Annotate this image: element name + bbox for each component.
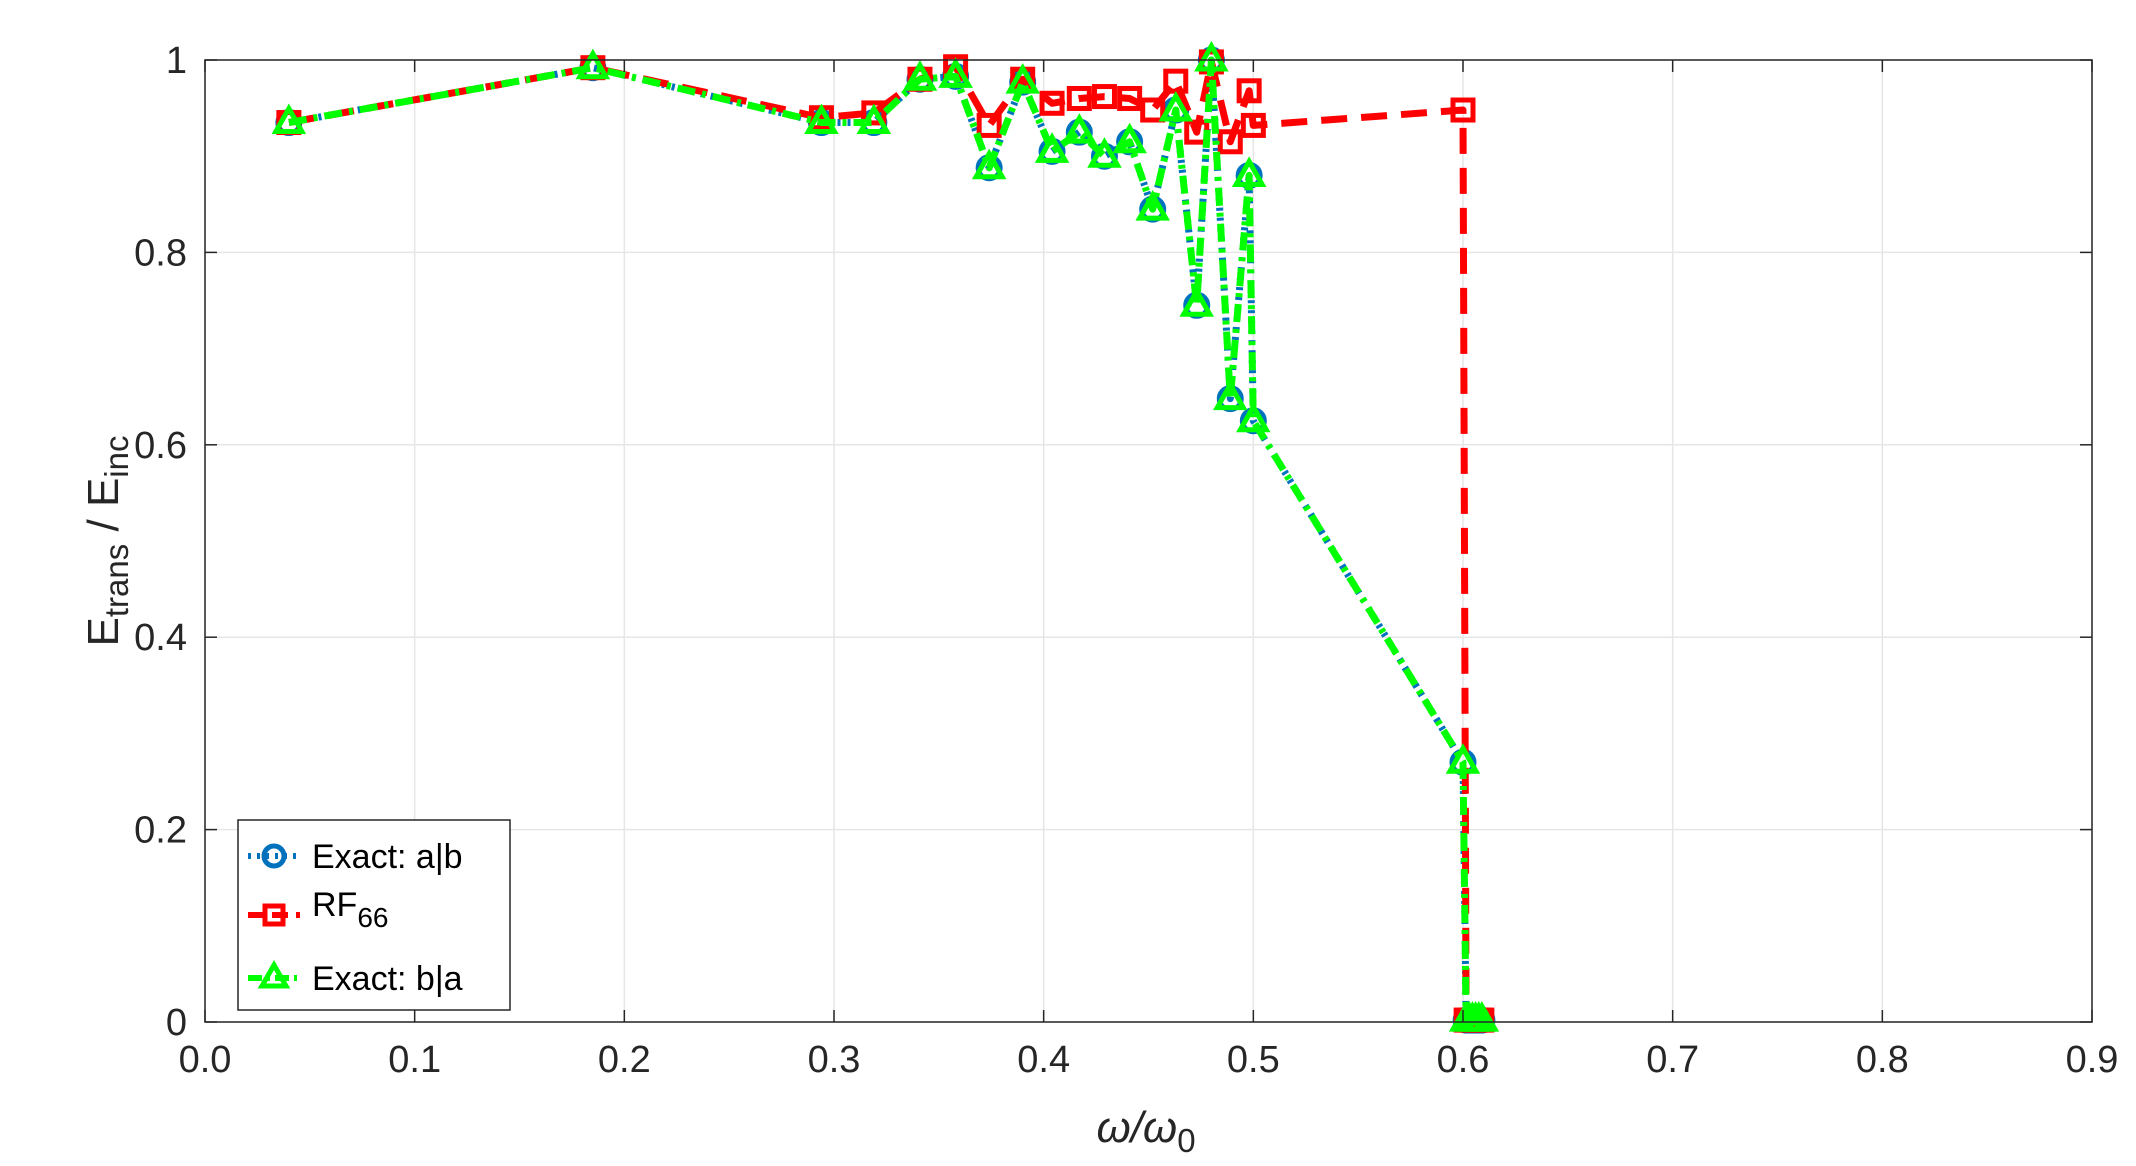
y-tick-label: 0.4 [134,617,187,659]
data-point [1005,63,1040,94]
legend-marker [261,843,287,869]
legend-item-exact-ab: Exact: a|b [248,838,463,876]
data-point [1091,84,1117,110]
data-point [856,103,892,135]
legend-label: RF66 [312,886,388,933]
data-point [1117,85,1143,111]
data-point [1179,286,1215,317]
legend: Exact: a|b RF66 Exact: b|a [237,819,511,1011]
plot-frame [204,59,2093,1023]
data-point [1140,97,1166,123]
data-point [804,103,839,135]
data-point [1039,90,1065,116]
data-point [575,48,611,80]
data-point [976,112,1002,138]
legend-item-exact-ba: Exact: b|a [248,959,463,998]
data-point [1212,379,1248,411]
series-2 [271,40,1500,1032]
x-tick-label: 0.8 [1856,1039,1909,1081]
data-point [861,100,887,126]
x-tick-label: 0.4 [1017,1039,1070,1081]
svg-text:Etrans / Einc: Etrans / Einc [79,436,135,647]
x-tick-label: 0.1 [388,1039,441,1081]
x-axis-label: ω/ω0 [1096,1103,1195,1159]
data-point [1112,122,1147,154]
data-point [971,148,1007,180]
data-point [1194,40,1229,72]
data-point [1445,743,1481,774]
svg-text:ω/ω0: ω/ω0 [1096,1103,1195,1159]
legend-label: Exact: a|b [312,838,463,876]
data-point [1217,129,1243,155]
data-point [1450,97,1476,123]
data-point [1066,85,1092,111]
y-tick-label: 0.8 [134,232,187,274]
legend-marker [257,959,291,989]
data-point [1231,156,1267,187]
data-point [938,57,973,88]
x-tick-label: 0.9 [2066,1039,2119,1081]
data-point [1240,112,1266,138]
series-layer [271,40,1500,1034]
data-point [1062,113,1097,144]
x-tick-label: 0.2 [598,1039,651,1081]
data-point [1135,190,1170,221]
data-point [1034,132,1070,163]
y-tick-label: 1 [166,40,187,82]
legend-label: Exact: b|a [312,960,463,998]
x-tick-label: 0.6 [1437,1039,1490,1081]
data-point [902,60,938,91]
y-axis-label: Etrans / Einc [79,436,135,647]
data-point [1236,401,1271,433]
data-point [271,103,307,135]
data-point [1158,90,1194,122]
x-tick-label: 0.0 [179,1039,232,1081]
x-tick-label: 0.7 [1646,1039,1699,1081]
legend-item-rf66: RF66 [248,886,388,933]
data-point [1236,78,1262,104]
x-tick-label: 0.3 [808,1039,861,1081]
y-tick-label: 0 [166,1002,187,1044]
y-tick-label: 0.6 [134,425,187,467]
data-point [1464,1000,1500,1032]
y-tick-label: 0.2 [134,810,187,852]
data-point [1087,137,1122,168]
x-tick-label: 0.5 [1227,1039,1280,1081]
legend-marker [262,903,286,927]
ticks: 0.0 0.1 0.2 0.3 0.4 0.5 0.6 0.7 0.8 0.9 0 0.2 0.4 0.6… [134,40,2118,1081]
